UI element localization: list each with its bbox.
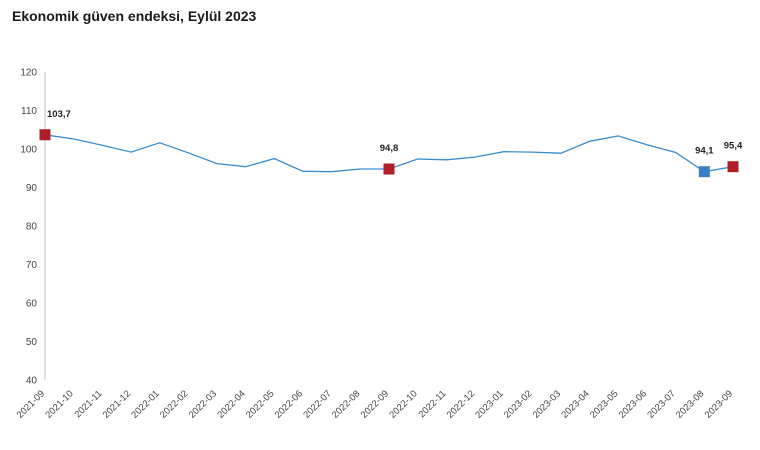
y-tick-label: 100 <box>20 145 37 156</box>
y-tick-label: 60 <box>26 299 38 310</box>
x-tick-label: 2022-10 <box>387 388 419 420</box>
x-tick-label: 2022-01 <box>129 388 161 420</box>
y-tick-label: 40 <box>26 376 38 387</box>
data-label: 95,4 <box>724 141 743 152</box>
x-tick-label: 2021-11 <box>73 388 105 420</box>
x-tick-label: 2023-02 <box>502 388 534 420</box>
x-tick-label: 2023-08 <box>674 388 706 420</box>
highlight-marker <box>39 129 51 141</box>
x-tick-label: 2022-07 <box>301 388 333 420</box>
highlight-marker <box>383 163 395 175</box>
x-tick-label: 2023-04 <box>559 388 591 420</box>
x-tick-label: 2022-12 <box>445 388 477 420</box>
x-tick-label: 2021-10 <box>43 388 75 420</box>
x-tick-label: 2022-09 <box>359 388 391 420</box>
x-tick-label: 2023-03 <box>531 388 563 420</box>
data-label: 103,7 <box>47 109 71 120</box>
x-tick-label: 2021-12 <box>101 388 133 420</box>
x-tick-label: 2022-11 <box>417 388 449 420</box>
x-tick-label: 2022-08 <box>330 388 362 420</box>
x-tick-label: 2023-06 <box>617 388 649 420</box>
highlight-marker <box>698 166 710 178</box>
x-tick-label: 2023-09 <box>703 388 735 420</box>
x-tick-label: 2022-05 <box>244 388 276 420</box>
axis-layer: 4050607080901001101202021-092021-102021-… <box>15 68 735 421</box>
y-tick-label: 110 <box>21 106 37 117</box>
data-label: 94,1 <box>695 146 714 157</box>
x-tick-label: 2021-09 <box>15 388 47 420</box>
y-tick-label: 120 <box>20 68 37 79</box>
x-tick-label: 2023-05 <box>588 388 620 420</box>
x-tick-label: 2022-06 <box>273 388 305 420</box>
y-tick-label: 90 <box>26 183 38 194</box>
data-label: 94,8 <box>380 143 399 154</box>
y-tick-label: 80 <box>26 222 38 233</box>
marker-layer: 103,7 94,8 94,1 95,4 <box>39 109 743 178</box>
y-tick-label: 70 <box>26 260 38 271</box>
x-tick-label: 2023-07 <box>645 388 677 420</box>
highlight-marker <box>727 161 739 173</box>
chart-title: Ekonomik güven endeksi, Eylül 2023 <box>12 8 257 24</box>
x-tick-label: 2022-03 <box>187 388 219 420</box>
x-tick-label: 2023-01 <box>473 388 505 420</box>
x-tick-label: 2022-04 <box>215 388 247 420</box>
x-tick-label: 2022-02 <box>158 388 190 420</box>
y-tick-label: 50 <box>26 337 38 348</box>
